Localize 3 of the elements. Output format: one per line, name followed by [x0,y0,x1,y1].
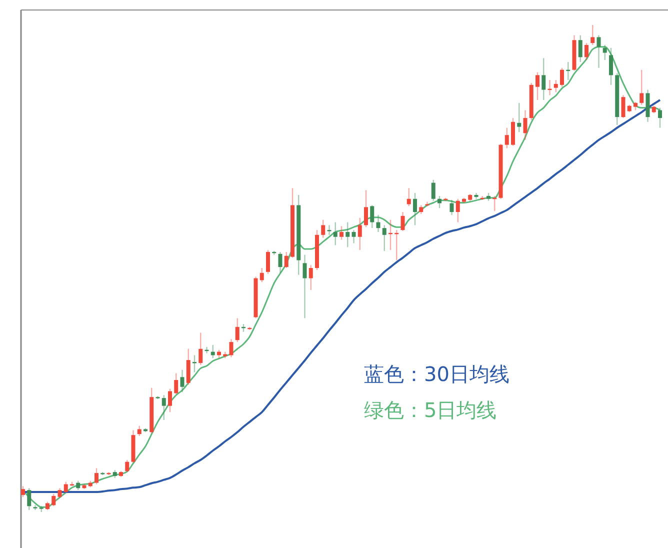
annotation: 蓝色：30日均线 [364,362,510,386]
annotation: 绿色：5日均线 [364,398,497,422]
candlestick [33,504,38,511]
